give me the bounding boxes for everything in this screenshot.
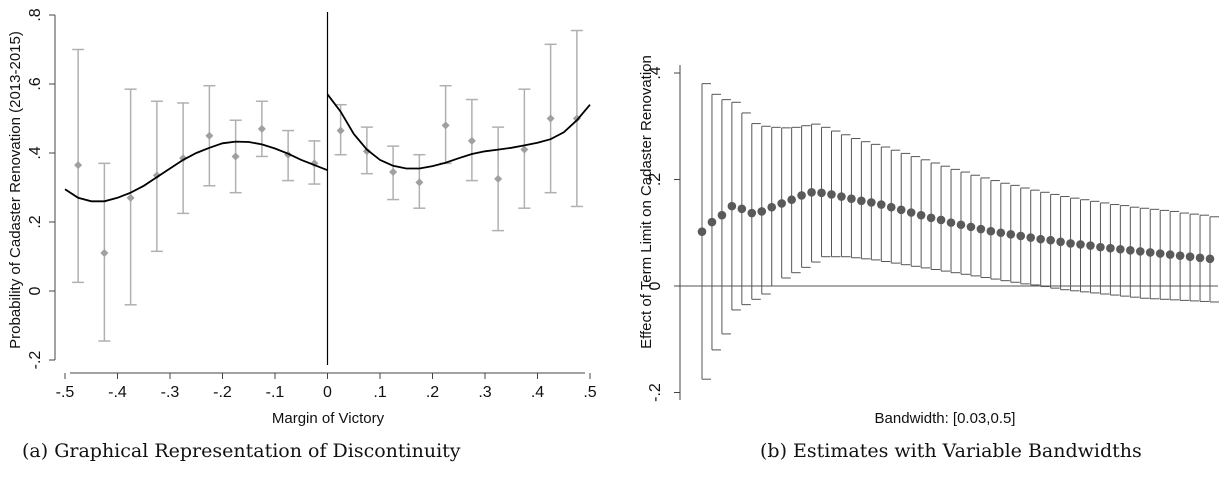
- x-tick-label: .5: [583, 384, 596, 401]
- binned-mean-point: [441, 121, 450, 130]
- estimate-point: [737, 204, 747, 214]
- estimate-point: [1046, 235, 1055, 245]
- binned-mean-point: [467, 136, 476, 145]
- x-tick-label: -.5: [56, 384, 75, 401]
- binned-mean-point: [362, 147, 371, 156]
- estimate-point: [797, 191, 806, 200]
- x-tick-label: .2: [426, 384, 439, 401]
- estimate-point: [807, 187, 816, 197]
- y-tick-label: 0: [647, 281, 664, 290]
- estimate-point: [956, 220, 966, 230]
- estimate-point: [867, 198, 876, 207]
- binned-mean-point: [415, 178, 424, 187]
- y-tick-label: -.2: [647, 383, 664, 402]
- estimate-point: [1036, 234, 1045, 244]
- estimate-point: [707, 217, 717, 227]
- estimate-point: [837, 192, 846, 201]
- y-tick-label: .8: [27, 8, 44, 21]
- x-tick-label: .3: [478, 384, 491, 401]
- binned-mean-point: [205, 131, 214, 140]
- estimate-point: [986, 226, 996, 236]
- estimate-point: [767, 202, 777, 212]
- y-tick-label: .2: [647, 173, 664, 186]
- x-tick-label: -.4: [108, 384, 127, 401]
- estimate-point: [1205, 254, 1215, 264]
- estimate-point: [936, 215, 946, 225]
- binned-mean-point: [231, 152, 240, 161]
- estimate-point: [697, 227, 707, 236]
- polynomial-fit-left: [64, 140, 328, 203]
- estimate-point: [787, 195, 796, 205]
- estimate-point: [1175, 251, 1185, 260]
- estimate-point: [1185, 252, 1195, 262]
- estimate-point: [906, 208, 916, 217]
- x-axis-title: Bandwidth: [0.03,0.5]: [875, 410, 1016, 427]
- estimate-point: [896, 205, 906, 215]
- x-tick-label: .1: [373, 384, 386, 401]
- estimate-point: [1135, 247, 1145, 256]
- y-axis-title: Effect of Term Limit on Cadaster Renovat…: [638, 55, 655, 349]
- estimate-point: [1096, 242, 1105, 252]
- x-tick-label: -.3: [161, 384, 180, 401]
- estimate-point: [1126, 246, 1135, 255]
- binned-mean-point: [74, 161, 83, 170]
- estimate-point: [1056, 237, 1065, 247]
- y-tick-label: 0: [27, 286, 44, 295]
- estimate-point: [827, 190, 836, 199]
- estimate-point: [1066, 239, 1075, 248]
- estimate-point: [976, 224, 986, 234]
- x-tick-label: 0: [323, 384, 332, 401]
- binned-mean-point: [100, 249, 109, 258]
- estimate-point: [886, 202, 896, 212]
- y-tick-label: .4: [647, 66, 664, 79]
- x-tick-label: -.1: [266, 384, 285, 401]
- estimate-point: [876, 200, 886, 209]
- binned-mean-point: [336, 126, 345, 135]
- polynomial-fit-right: [326, 93, 591, 170]
- estimate-point: [1106, 243, 1115, 253]
- x-tick-label: .4: [531, 384, 544, 401]
- y-tick-label: .6: [27, 77, 44, 90]
- estimate-point: [996, 228, 1006, 238]
- estimate-point: [1165, 250, 1175, 259]
- x-axis-title: Margin of Victory: [272, 410, 385, 427]
- estimate-point: [777, 199, 786, 208]
- estimate-point: [966, 222, 976, 232]
- estimate-point: [1026, 233, 1036, 242]
- estimate-point: [926, 213, 936, 223]
- estimate-point: [857, 196, 866, 206]
- chart-a-discontinuity: -.2 0 .2 .4 .6 .8 -.5 -.4 -.3 -.2 -.1 0 .1 .2 .3 .4 .5 Ma…: [7, 8, 597, 427]
- estimate-point: [916, 210, 926, 220]
- estimate-point: [757, 207, 767, 216]
- binned-mean-point: [257, 124, 266, 133]
- caption-a: (a) Graphical Representation of Disconti…: [22, 440, 461, 462]
- caption-b: (b) Estimates with Variable Bandwidths: [760, 440, 1142, 462]
- estimate-point: [1155, 249, 1165, 258]
- estimate-point: [747, 208, 757, 218]
- estimate-point: [847, 194, 856, 203]
- estimate-point: [1116, 244, 1125, 254]
- estimate-point: [1145, 248, 1155, 257]
- estimate-point: [946, 218, 956, 227]
- y-tick-label: .2: [27, 215, 44, 228]
- estimate-point: [1086, 241, 1095, 250]
- estimate-point: [727, 201, 737, 211]
- x-tick-label: -.2: [213, 384, 232, 401]
- chart-b-bandwidth-estimates: -.2 0 .2 .4 Bandwidth: [0.03,0.5] Effect of T…: [638, 55, 1219, 427]
- estimate-point: [717, 210, 727, 220]
- binned-mean-point: [494, 174, 503, 183]
- y-tick-label: .4: [27, 146, 44, 159]
- estimate-point: [1016, 231, 1026, 241]
- y-axis-title: Probability of Cadaster Renovation (2013…: [7, 31, 24, 349]
- estimate-point: [1076, 240, 1085, 249]
- y-tick-label: -.2: [27, 351, 44, 370]
- binned-mean-point: [126, 193, 135, 202]
- binned-mean-point: [389, 167, 398, 176]
- estimate-point: [1006, 230, 1016, 239]
- estimate-point: [1195, 253, 1205, 263]
- binned-mean-point: [546, 114, 555, 123]
- binned-mean-point: [520, 145, 529, 154]
- estimate-point: [817, 188, 826, 198]
